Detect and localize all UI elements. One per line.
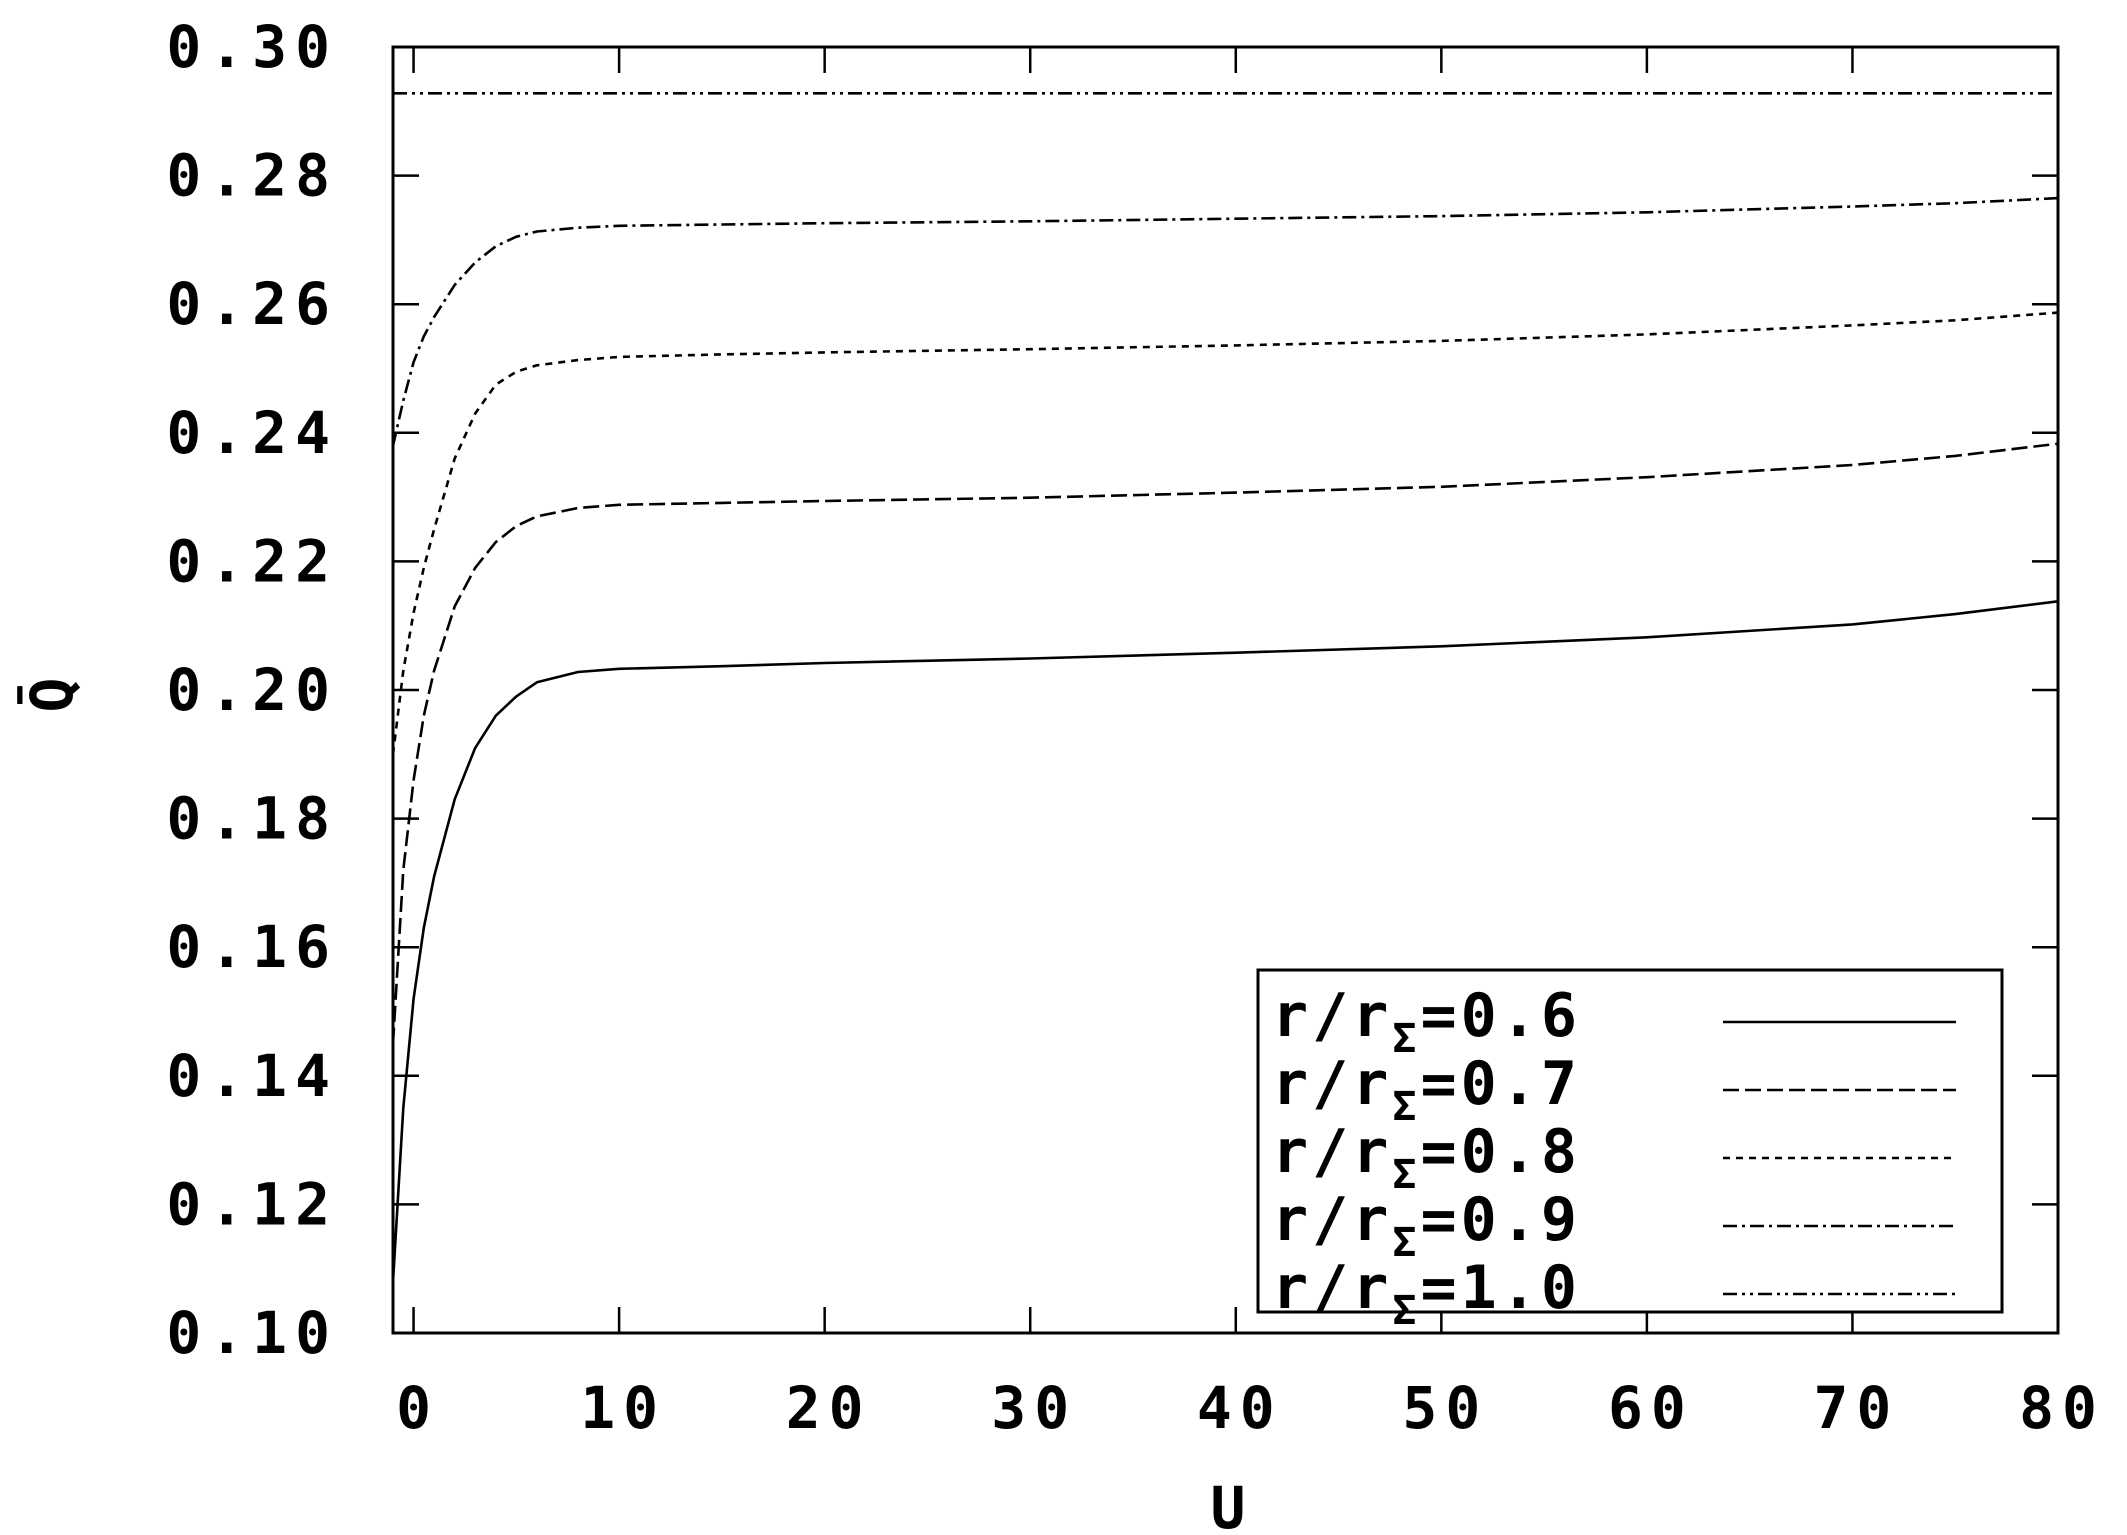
y-tick-label: 0.14 xyxy=(166,1042,338,1110)
y-tick-label: 0.18 xyxy=(166,785,338,853)
legend-entry-label: r/rΣ=0.8 xyxy=(1272,1117,1581,1198)
x-tick-label: 0 xyxy=(396,1374,439,1442)
y-tick-label: 0.20 xyxy=(166,656,338,724)
axis-ticks xyxy=(393,45,2060,1335)
legend-entry-label: r/rΣ=0.9 xyxy=(1272,1185,1581,1266)
x-tick-label: 30 xyxy=(991,1374,1077,1442)
series-lines xyxy=(391,92,2059,1282)
y-tick-label: 0.12 xyxy=(166,1170,338,1238)
legend-entry-label: r/rΣ=1.0 xyxy=(1272,1253,1581,1334)
x-tick-label: 60 xyxy=(1608,1374,1694,1442)
x-tick-label: 70 xyxy=(1814,1374,1900,1442)
legend-box xyxy=(1256,968,2004,1314)
y-tick-label: 0.22 xyxy=(166,527,338,595)
x-tick-label: 20 xyxy=(786,1374,872,1442)
series-line-1 xyxy=(391,600,2059,1282)
legend-entry-label: r/rΣ=0.6 xyxy=(1272,981,1581,1062)
series-line-3 xyxy=(391,311,2059,755)
y-tick-label: 0.26 xyxy=(166,270,338,338)
x-tick-label: 40 xyxy=(1197,1374,1283,1442)
legend: r/rΣ=0.6r/rΣ=0.7r/rΣ=0.8r/rΣ=0.9r/rΣ=1.0 xyxy=(1256,968,2004,1334)
x-tick-label: 10 xyxy=(580,1374,666,1442)
y-tick-label: 0.28 xyxy=(166,142,338,210)
y-tick-label: 0.10 xyxy=(166,1299,338,1367)
x-tick-label: 50 xyxy=(1402,1374,1488,1442)
legend-entry-label: r/rΣ=0.7 xyxy=(1272,1049,1581,1130)
y-tick-label: 0.30 xyxy=(166,13,338,81)
y-tick-label: 0.24 xyxy=(166,399,338,467)
y-axis-title: Q̄ xyxy=(16,678,86,713)
x-axis-title: U xyxy=(1211,1474,1246,1531)
x-tick-label: 80 xyxy=(2019,1374,2105,1442)
series-line-2 xyxy=(391,442,2059,1044)
y-tick-label: 0.16 xyxy=(166,913,338,981)
series-line-4 xyxy=(391,196,2059,446)
tick-labels: 0 10 20 30 40 50 60 70 80 0.10 0.12 0.14 0.16 0.18 0.2… xyxy=(166,13,2105,1442)
